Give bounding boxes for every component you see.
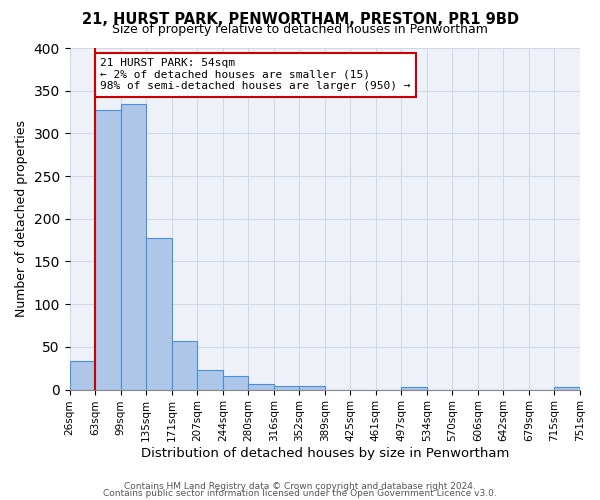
Text: 21 HURST PARK: 54sqm
← 2% of detached houses are smaller (15)
98% of semi-detach: 21 HURST PARK: 54sqm ← 2% of detached ho…: [100, 58, 411, 92]
Text: Contains public sector information licensed under the Open Government Licence v3: Contains public sector information licen…: [103, 489, 497, 498]
Bar: [274, 386, 299, 390]
Bar: [401, 387, 427, 390]
Bar: [223, 376, 248, 390]
Text: Contains HM Land Registry data © Crown copyright and database right 2024.: Contains HM Land Registry data © Crown c…: [124, 482, 476, 491]
Bar: [121, 104, 146, 390]
Bar: [248, 384, 274, 390]
Bar: [172, 341, 197, 390]
Y-axis label: Number of detached properties: Number of detached properties: [15, 120, 28, 318]
X-axis label: Distribution of detached houses by size in Penwortham: Distribution of detached houses by size …: [140, 447, 509, 460]
Bar: [554, 387, 580, 390]
Text: 21, HURST PARK, PENWORTHAM, PRESTON, PR1 9BD: 21, HURST PARK, PENWORTHAM, PRESTON, PR1…: [82, 12, 518, 28]
Text: Size of property relative to detached houses in Penwortham: Size of property relative to detached ho…: [112, 22, 488, 36]
Bar: [95, 110, 121, 390]
Bar: [299, 386, 325, 390]
Bar: [146, 238, 172, 390]
Bar: [70, 362, 95, 390]
Bar: [197, 370, 223, 390]
